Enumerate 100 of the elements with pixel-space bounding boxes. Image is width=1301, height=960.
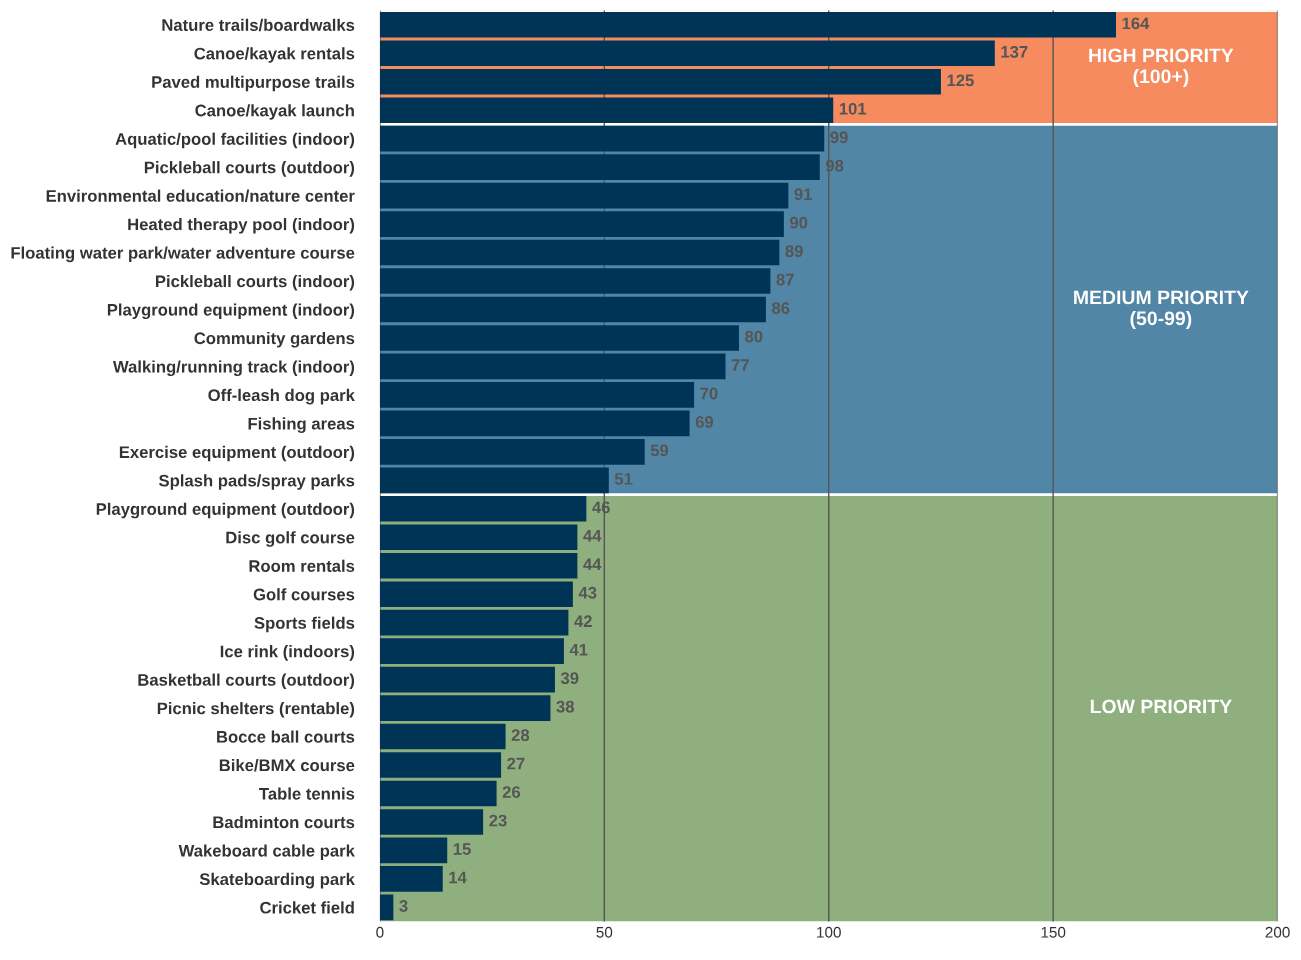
y-tick-label: Golf courses xyxy=(253,588,355,601)
bar xyxy=(379,666,555,693)
y-tick-label: Disc golf course xyxy=(226,531,355,547)
bar xyxy=(379,410,690,437)
y-tick-label: Heated therapy pool (indoor) xyxy=(128,218,355,234)
data-label: 89 xyxy=(785,245,803,258)
data-label: 90 xyxy=(789,216,808,229)
y-tick-label: Pickleball courts (outdoor) xyxy=(144,161,355,177)
bar xyxy=(379,97,834,124)
y-tick-label: Basketball courts (outdoor) xyxy=(138,673,355,690)
x-tick-label: 200 xyxy=(1265,926,1290,938)
bar xyxy=(379,467,609,494)
data-label: 26 xyxy=(502,786,521,798)
bar xyxy=(379,439,645,465)
bar xyxy=(379,609,569,636)
bar xyxy=(379,68,941,95)
data-label: 70 xyxy=(700,387,718,400)
bar xyxy=(379,353,726,380)
bar xyxy=(379,723,506,750)
y-tick-label: Nature trails/boardwalks xyxy=(162,18,355,32)
data-label: 99 xyxy=(830,131,848,144)
y-tick-label: Bocce ball courts xyxy=(217,730,355,743)
bar xyxy=(379,296,766,323)
y-tick-label: Splash pads/spray parks xyxy=(159,474,355,490)
bar xyxy=(379,239,780,266)
y-tick-label: Pickleball courts (indoor) xyxy=(155,274,355,291)
data-label: 15 xyxy=(453,843,471,855)
y-tick-label: Sports fields xyxy=(254,616,355,633)
x-tick-label: 100 xyxy=(817,926,841,938)
y-tick-label: Bike/BMX course xyxy=(219,758,355,772)
bar xyxy=(379,382,695,408)
data-label: 41 xyxy=(569,643,588,656)
data-label: 44 xyxy=(583,530,602,542)
data-label: 86 xyxy=(771,302,790,314)
y-tick-label: Cricket field xyxy=(260,901,354,914)
bar xyxy=(379,325,739,351)
bar xyxy=(379,154,820,180)
band-label: HIGH PRIORITY (100+) xyxy=(1089,48,1234,88)
y-tick-label: Floating water park/water adventure course xyxy=(11,246,355,263)
x-tick-label: 50 xyxy=(596,926,613,938)
data-label: 44 xyxy=(583,558,602,571)
y-tick-label: Skateboarding park xyxy=(199,872,355,889)
y-tick-label: Exercise equipment (outdoor) xyxy=(119,445,355,462)
data-label: 28 xyxy=(511,729,530,742)
bar xyxy=(379,780,497,807)
y-tick-label: Off-leash dog park xyxy=(208,388,355,405)
y-tick-label: Environmental education/nature center xyxy=(46,189,355,202)
bar xyxy=(379,211,784,237)
y-tick-label: Walking/running track (indoor) xyxy=(112,360,355,377)
data-label: 14 xyxy=(449,871,467,884)
data-label: 51 xyxy=(614,473,633,485)
data-label: 59 xyxy=(650,444,669,457)
data-label: 80 xyxy=(745,330,763,343)
x-tick-label: 0 xyxy=(376,926,384,938)
data-label: 38 xyxy=(556,700,575,713)
y-tick-label: Playground equipment (outdoor) xyxy=(96,502,355,519)
bar xyxy=(379,495,587,522)
data-label: 23 xyxy=(489,814,507,827)
bar xyxy=(379,524,578,551)
bar xyxy=(379,268,771,294)
bar xyxy=(379,894,394,921)
data-label: 125 xyxy=(947,74,974,87)
data-label: 137 xyxy=(1001,45,1028,58)
bar xyxy=(379,809,484,835)
y-tick-label: Badminton courts xyxy=(213,815,355,829)
y-tick-label: Aquatic/pool facilities (indoor) xyxy=(115,132,355,149)
bar xyxy=(379,40,995,67)
data-label: 43 xyxy=(578,586,597,599)
band-label: MEDIUM PRIORITY (50-99) xyxy=(1074,290,1249,330)
bar xyxy=(379,837,448,864)
y-tick-label: Canoe/kayak rentals xyxy=(194,47,355,63)
data-label: 42 xyxy=(574,615,592,627)
data-label: 3 xyxy=(399,900,408,912)
bar xyxy=(379,552,578,579)
y-tick-label: Paved multipurpose trails xyxy=(152,75,355,92)
data-label: 69 xyxy=(695,416,714,428)
y-tick-label: Picnic shelters (rentable) xyxy=(157,702,355,718)
bar xyxy=(379,695,551,721)
data-label: 77 xyxy=(731,359,749,371)
bar xyxy=(379,11,1116,38)
bar xyxy=(379,581,573,608)
band-label: LOW PRIORITY xyxy=(1090,699,1232,714)
y-tick-label: Ice rink (indoors) xyxy=(220,645,355,661)
data-label: 164 xyxy=(1122,17,1150,30)
data-label: 27 xyxy=(507,757,525,770)
data-label: 39 xyxy=(560,672,579,685)
y-tick-label: Playground equipment (indoor) xyxy=(107,303,355,320)
data-label: 87 xyxy=(776,273,794,286)
y-tick-label: Canoe/kayak launch xyxy=(195,104,354,120)
y-tick-label: Table tennis xyxy=(259,787,355,800)
data-label: 101 xyxy=(839,102,867,115)
bar xyxy=(379,866,443,892)
bar xyxy=(379,182,789,209)
bar xyxy=(379,752,502,778)
bar xyxy=(379,125,825,152)
y-tick-label: Wakeboard cable park xyxy=(178,844,355,860)
bar xyxy=(379,638,564,664)
y-tick-label: Community gardens xyxy=(194,331,355,348)
data-label: 91 xyxy=(794,188,812,201)
y-tick-label: Room rentals xyxy=(249,559,355,572)
